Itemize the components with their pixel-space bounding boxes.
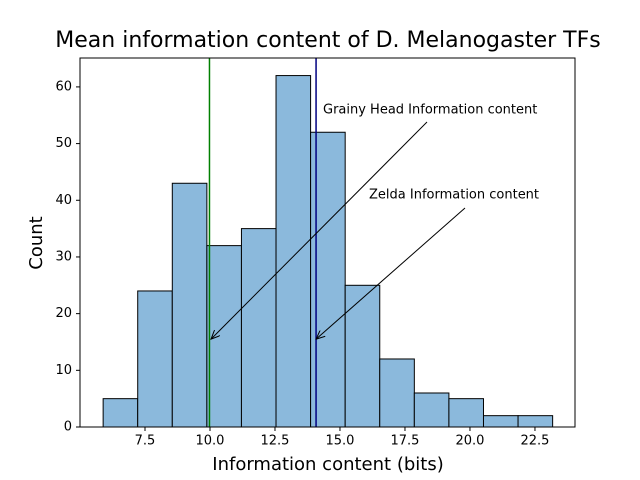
x-tick-label: 20.0: [455, 434, 484, 449]
x-tick-label: 22.5: [520, 434, 549, 449]
y-tick-label: 50: [55, 136, 72, 151]
annotation-arrow: [211, 121, 428, 339]
y-tick-label: 40: [55, 193, 72, 208]
bar: [275, 75, 312, 428]
bar: [137, 290, 173, 428]
bar: [379, 358, 415, 428]
annotation: Zelda Information content: [369, 188, 539, 203]
bar: [448, 398, 484, 428]
x-axis-label: Information content (bits): [212, 454, 443, 475]
x-tick-label: 17.5: [390, 434, 419, 449]
plot-frame: [79, 57, 576, 428]
annotation: Grainy Head Information content: [323, 103, 537, 118]
bar: [206, 245, 242, 428]
y-tick-label: 60: [55, 79, 72, 94]
bar: [413, 392, 450, 428]
bar: [482, 415, 519, 428]
bar: [171, 182, 208, 428]
x-tick-label: 12.5: [261, 434, 290, 449]
bar: [102, 398, 139, 428]
y-tick-label: 0: [64, 420, 72, 435]
x-tick-label: 10.0: [196, 434, 225, 449]
x-tick-label: 7.5: [135, 434, 156, 449]
bar: [517, 415, 554, 428]
annotation-arrow: [316, 207, 466, 339]
x-tick-label: 15.0: [326, 434, 355, 449]
y-tick-label: 20: [55, 306, 72, 321]
y-axis-label: Count: [26, 216, 47, 269]
y-tick-label: 30: [55, 249, 72, 264]
y-tick-label: 10: [55, 363, 72, 378]
chart-title: Mean information content of D. Melanogas…: [55, 28, 600, 53]
bar: [240, 228, 277, 428]
bar: [344, 284, 381, 428]
